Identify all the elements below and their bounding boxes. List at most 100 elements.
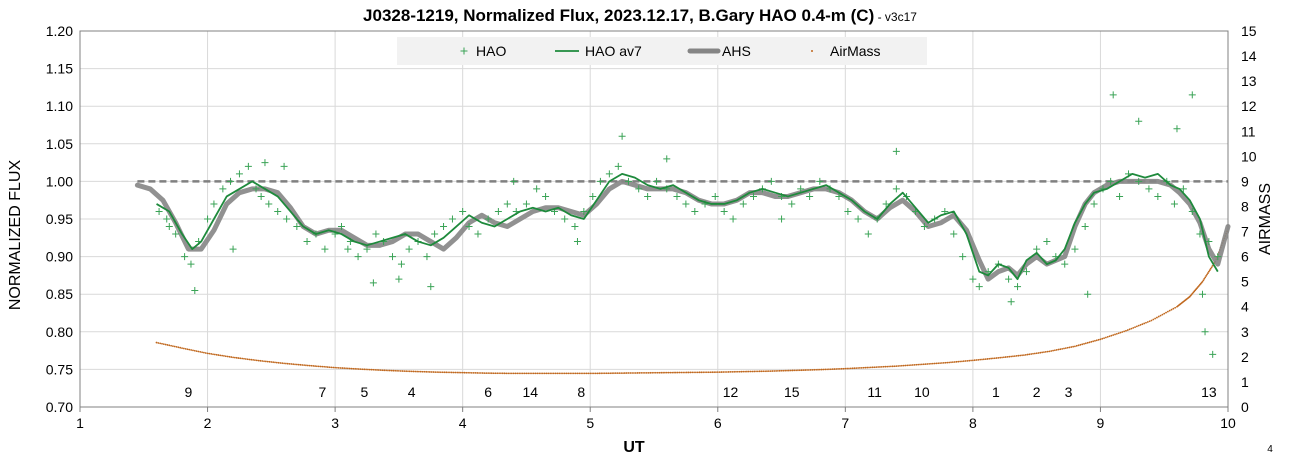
airmass-point [470,371,473,374]
airmass-point [212,353,214,356]
airmass-point [215,353,218,356]
legend-label: HAO av7 [585,43,642,59]
airmass-point [944,361,947,364]
airmass-point [849,367,852,370]
airmass-point [711,371,714,374]
hao-av7-line [156,172,1219,281]
airmass-point [931,362,934,365]
airmass-point [264,360,267,363]
airmass-point [201,351,203,354]
airmass-point [306,364,309,367]
hao-point [635,185,643,193]
airmass-point [1130,327,1133,330]
hao-point [522,200,530,208]
hao-point [729,215,737,223]
airmass-point [636,372,639,374]
airmass-point [616,372,619,375]
airmass-point [450,371,453,374]
hao-point [767,177,775,185]
airmass-point [871,366,874,369]
airmass-point [301,364,304,366]
airmass-point [423,370,426,373]
airmass-point [762,370,765,373]
airmass-point [314,365,316,367]
airmass-point [915,363,918,366]
airmass-point [888,365,890,368]
hao-point [440,223,448,231]
airmass-point [928,362,931,365]
airmass-point [1143,322,1146,325]
hao-point [1043,238,1051,246]
airmass-point [339,367,342,369]
airmass-point [618,372,621,375]
hao-point [580,207,588,215]
hao-point [835,192,843,200]
airmass-point [467,371,470,374]
airmass-point [999,356,1002,359]
airmass-point [842,367,845,370]
airmass-point [689,371,692,374]
airmass-point [988,357,991,360]
airmass-point [582,372,584,375]
airmass-point [855,367,858,370]
annotation-label: 5 [361,384,369,400]
airmass-point [837,368,839,370]
y-tick-label: 1.05 [46,136,73,152]
annotation-label: 11 [867,384,882,400]
y2-tick-label: 9 [1241,173,1249,189]
hao-point [1201,328,1209,336]
airmass-point [356,368,358,370]
legend-hao-symbol [460,47,468,55]
airmass-point [1148,320,1151,323]
airmass-point [990,357,993,360]
airmass-point [361,368,364,371]
airmass-point [561,372,564,375]
airmass-point [1203,277,1206,280]
airmass-point [172,345,174,348]
y2-tick-label: 6 [1241,249,1249,265]
x-tick-label: 1 [76,415,84,431]
y-tick-label: 0.75 [46,361,73,377]
hao-point [1022,268,1030,276]
airmass-point [620,372,623,375]
airmass-point [693,371,695,374]
hao-point [494,207,502,215]
annotation-label: 12 [723,384,739,400]
airmass-point [1119,331,1122,334]
airmass-point [891,365,894,368]
x-tick-label: 2 [204,415,212,431]
airmass-point [667,371,670,374]
airmass-point [704,371,706,374]
airmass-point [611,372,613,375]
hao-point [959,253,967,261]
airmass-point [489,372,491,375]
airmass-point [514,372,517,375]
airmass-point [600,372,603,375]
airmass-point [718,371,721,374]
hao-point [372,230,380,238]
airmass-point [695,371,697,374]
hao-point [303,238,311,246]
airmass-point [684,371,686,374]
y2-tick-label: 12 [1241,98,1257,114]
airmass-point [1061,347,1064,350]
airmass-point [895,365,898,368]
airmass-point [749,370,752,373]
airmass-point [161,342,163,345]
y-tick-label: 0.80 [46,324,73,340]
airmass-point [756,370,759,373]
airmass-point [421,370,424,373]
airmass-point [190,349,193,351]
airmass-point [565,372,568,375]
hao-point [882,200,890,208]
hao-point [257,192,265,200]
airmass-point [786,369,788,372]
hao-point [624,177,632,185]
hao-point [1209,350,1217,358]
airmass-point [288,362,291,365]
airmass-point [727,371,730,373]
airmass-point [397,370,400,372]
airmass-point [1117,332,1120,335]
hao-point [503,200,511,208]
